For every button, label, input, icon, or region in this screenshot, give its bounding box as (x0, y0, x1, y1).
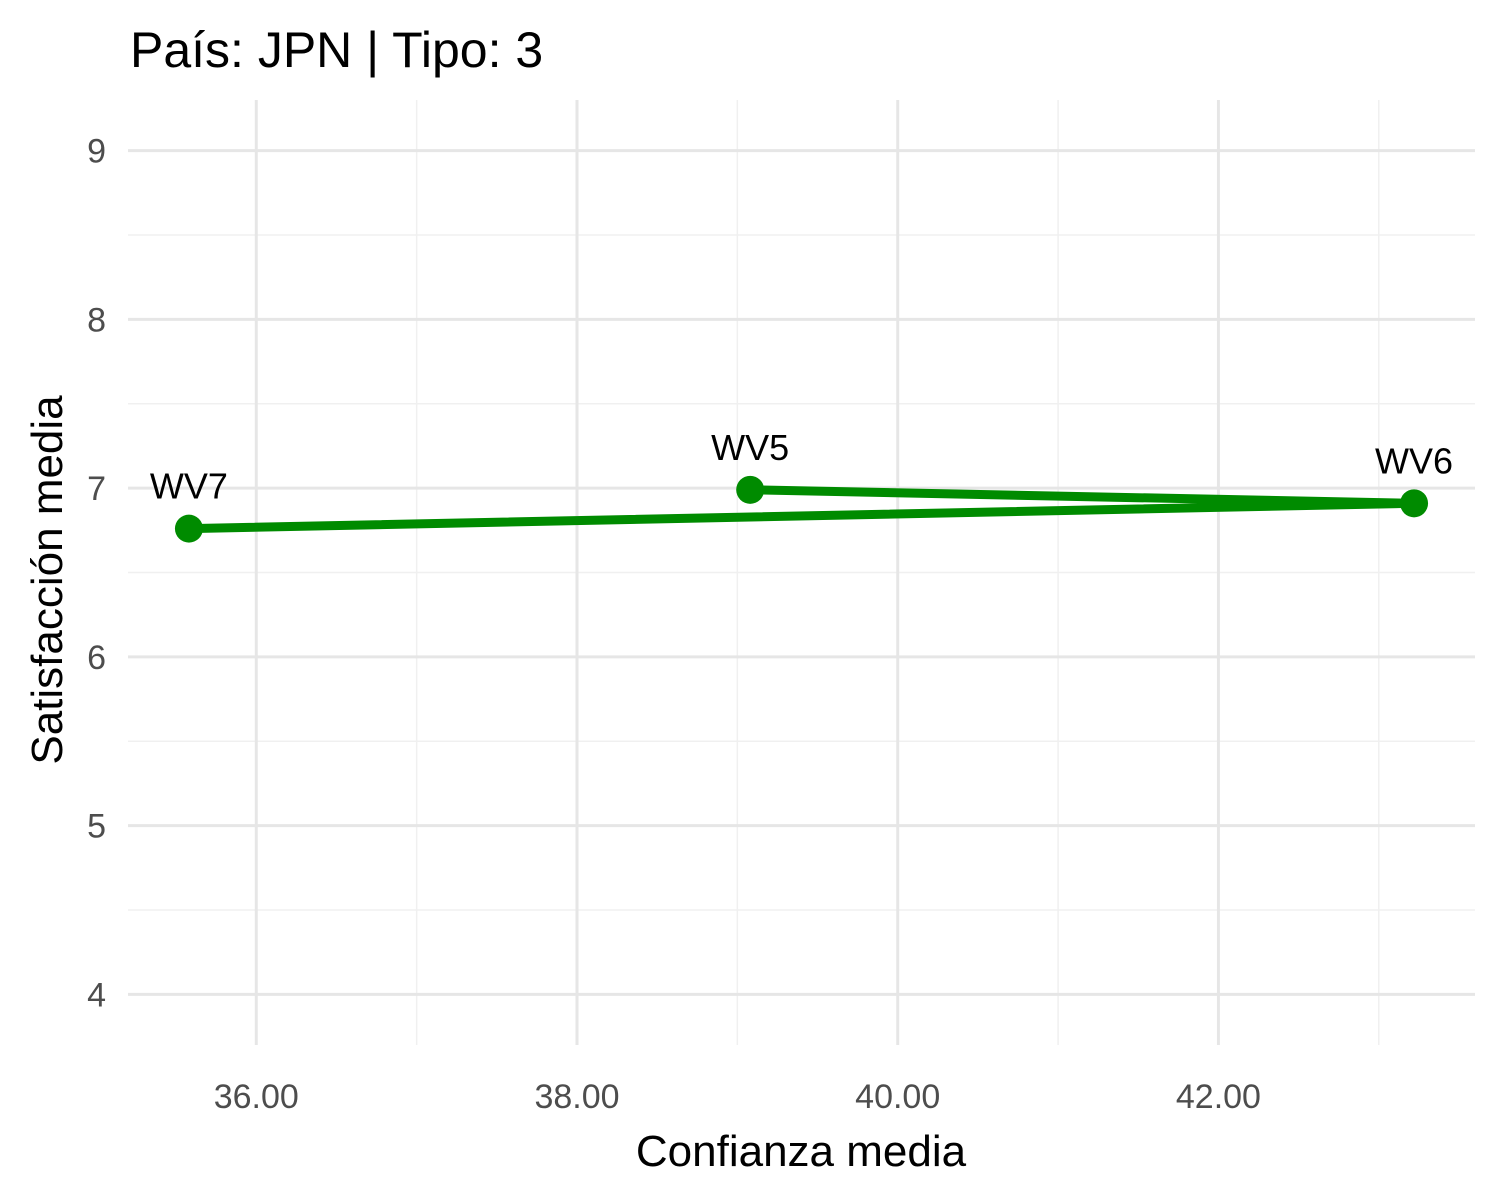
point-label: WV6 (1375, 440, 1453, 481)
y-tick-label: 8 (87, 301, 106, 339)
point-label: WV7 (150, 466, 228, 507)
series-line (184, 485, 1419, 534)
y-tick-label: 4 (87, 976, 106, 1014)
x-tick-label: 42.00 (1176, 1078, 1261, 1116)
series-group: WV5 WV6 WV7 (150, 427, 1453, 543)
y-tick-label: 7 (87, 470, 106, 508)
grid (128, 100, 1475, 1045)
tick-labels: 36.00 38.00 40.00 42.00 4 5 6 7 8 9 (87, 133, 1261, 1116)
data-point (736, 475, 765, 504)
chart-title: País: JPN | Tipo: 3 (130, 22, 543, 78)
y-tick-label: 5 (87, 808, 106, 846)
x-tick-label: 40.00 (855, 1078, 940, 1116)
point-label: WV5 (711, 427, 789, 468)
data-point (1400, 489, 1429, 518)
x-tick-label: 36.00 (214, 1078, 299, 1116)
y-tick-label: 6 (87, 639, 106, 677)
x-axis-title: Confianza media (636, 1127, 967, 1176)
y-tick-label: 9 (87, 133, 106, 171)
y-axis-title: Satisfacción media (23, 395, 72, 765)
data-point (174, 514, 203, 543)
x-tick-label: 38.00 (534, 1078, 619, 1116)
